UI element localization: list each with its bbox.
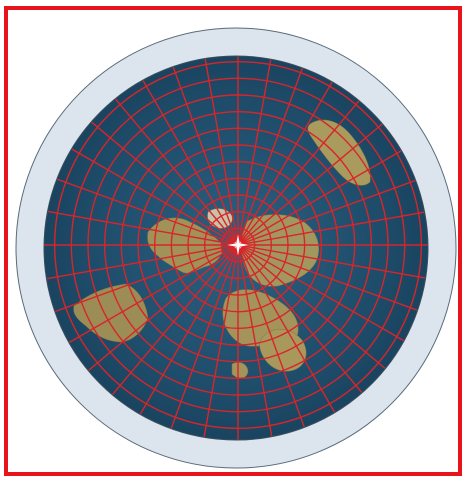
meridian-line bbox=[49, 175, 239, 246]
meridian-line bbox=[237, 144, 412, 246]
meridian-line bbox=[202, 56, 239, 246]
meridian-line bbox=[237, 244, 392, 375]
meridian-line bbox=[108, 244, 239, 399]
meridian-line bbox=[49, 244, 239, 315]
map-edge bbox=[43, 55, 429, 441]
meridian-line bbox=[237, 244, 339, 419]
north-pole-star-icon bbox=[225, 232, 251, 258]
meridian-line bbox=[84, 244, 239, 375]
meridian-line bbox=[202, 244, 239, 440]
graticule bbox=[44, 56, 428, 440]
meridian-line bbox=[64, 244, 239, 346]
meridian-line bbox=[84, 115, 239, 246]
meridian-line bbox=[237, 244, 274, 440]
meridian-line bbox=[44, 209, 239, 246]
meridian-line bbox=[137, 244, 239, 419]
meridian-line bbox=[237, 56, 308, 246]
meridian-line bbox=[237, 71, 339, 246]
meridian-line bbox=[237, 244, 412, 346]
meridian-line bbox=[64, 144, 239, 246]
landmass-small-island bbox=[231, 362, 249, 379]
meridian-line bbox=[237, 175, 427, 246]
meridian-line bbox=[237, 244, 427, 315]
meridian-line bbox=[108, 91, 239, 246]
meridian-line bbox=[237, 244, 368, 399]
meridian-line bbox=[168, 56, 239, 246]
meridian-line bbox=[237, 244, 308, 434]
meridian-line bbox=[237, 91, 368, 246]
meridian-line bbox=[137, 71, 239, 246]
meridian-line bbox=[237, 244, 428, 281]
meridian-line bbox=[44, 244, 239, 281]
meridian-line bbox=[237, 209, 428, 246]
meridian-line bbox=[237, 56, 274, 246]
meridian-line bbox=[237, 115, 392, 246]
meridian-line bbox=[168, 244, 239, 434]
